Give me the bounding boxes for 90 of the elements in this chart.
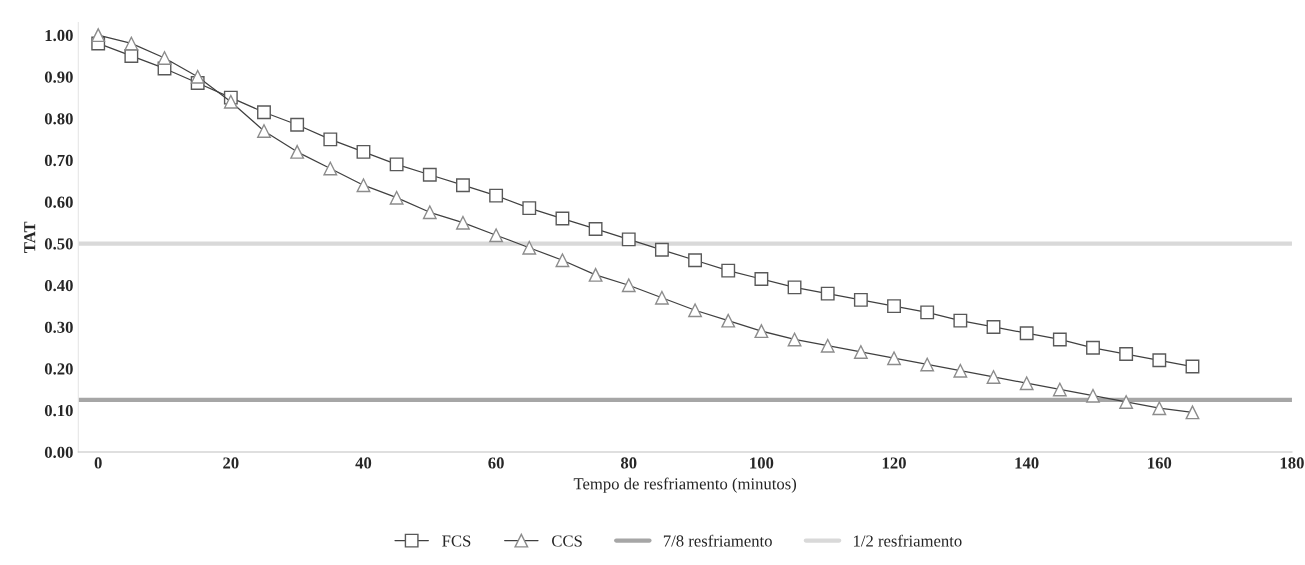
y-tick-label: 0.60 bbox=[44, 196, 73, 208]
point bbox=[654, 242, 669, 257]
point bbox=[887, 299, 901, 314]
x-axis-title: Tempo de resfriamento (minutos) bbox=[573, 477, 797, 493]
point bbox=[1119, 347, 1134, 361]
point bbox=[621, 278, 636, 293]
y-tick-label: 0.70 bbox=[44, 154, 73, 167]
point bbox=[787, 332, 802, 347]
point bbox=[422, 167, 437, 182]
point bbox=[190, 69, 205, 84]
point bbox=[820, 286, 835, 301]
y-tick-label: 0.10 bbox=[44, 405, 73, 417]
legend-label: CCS bbox=[552, 535, 582, 547]
x-tick-label: 20 bbox=[223, 457, 239, 469]
point bbox=[257, 105, 271, 120]
point bbox=[124, 36, 139, 51]
point bbox=[1086, 340, 1100, 355]
y-tick-label: 0.80 bbox=[44, 113, 73, 125]
point bbox=[654, 290, 669, 305]
point bbox=[489, 228, 504, 243]
point bbox=[323, 161, 338, 176]
point bbox=[522, 201, 537, 216]
point bbox=[588, 267, 603, 282]
point bbox=[721, 313, 736, 328]
y-axis-title: TAT bbox=[24, 221, 36, 253]
point bbox=[456, 215, 470, 230]
point bbox=[887, 351, 901, 366]
point bbox=[754, 324, 769, 339]
x-tick-label: 120 bbox=[882, 457, 906, 469]
legend-label: FCS bbox=[442, 535, 471, 547]
x-tick-label: 180 bbox=[1280, 457, 1304, 469]
point bbox=[522, 240, 537, 255]
point bbox=[820, 338, 835, 353]
point bbox=[157, 51, 172, 65]
legend-label: 1/2 resfriamento bbox=[853, 534, 962, 547]
point bbox=[621, 232, 636, 247]
point bbox=[986, 319, 1001, 334]
point bbox=[953, 313, 968, 328]
point bbox=[1119, 395, 1134, 409]
point bbox=[1019, 326, 1034, 341]
point bbox=[290, 144, 305, 159]
point bbox=[754, 272, 769, 286]
y-tick-label: 0.90 bbox=[44, 71, 73, 83]
point bbox=[389, 190, 404, 205]
point bbox=[389, 157, 404, 172]
point bbox=[953, 363, 968, 378]
point bbox=[356, 178, 371, 193]
x-tick-label: 100 bbox=[750, 457, 774, 469]
point bbox=[787, 280, 802, 295]
point bbox=[1052, 332, 1067, 347]
point bbox=[91, 28, 106, 43]
point bbox=[290, 117, 305, 132]
point bbox=[1185, 405, 1200, 420]
point bbox=[356, 144, 371, 159]
point bbox=[323, 132, 338, 147]
point bbox=[555, 253, 570, 268]
point bbox=[422, 205, 437, 220]
legend-label: 7/8 resfriamento bbox=[663, 534, 772, 547]
y-tick-label: 0.40 bbox=[44, 279, 73, 292]
point bbox=[853, 292, 868, 307]
point bbox=[257, 124, 271, 138]
x-tick-label: 140 bbox=[1015, 457, 1039, 469]
x-tick-label: 40 bbox=[355, 457, 372, 469]
x-tick-label: 160 bbox=[1148, 457, 1172, 469]
y-tick-label: 0.30 bbox=[44, 321, 73, 333]
y-tick-label: 1.00 bbox=[45, 29, 73, 42]
point bbox=[721, 263, 736, 278]
point bbox=[1019, 376, 1034, 391]
point bbox=[124, 49, 139, 63]
x-tick-label: 80 bbox=[620, 457, 637, 469]
point bbox=[920, 357, 935, 372]
point bbox=[555, 211, 570, 226]
point bbox=[1052, 382, 1067, 397]
point bbox=[456, 178, 470, 193]
point bbox=[1152, 401, 1167, 416]
y-tick-label: 0.00 bbox=[44, 446, 73, 459]
point bbox=[853, 345, 868, 359]
y-tick-label: 0.50 bbox=[44, 238, 73, 250]
point bbox=[1152, 353, 1167, 368]
point bbox=[920, 305, 935, 320]
y-tick-label: 0.20 bbox=[44, 363, 73, 375]
point bbox=[688, 303, 703, 318]
point bbox=[688, 253, 703, 268]
point bbox=[588, 222, 603, 236]
x-tick-label: 0 bbox=[94, 457, 102, 469]
point bbox=[223, 94, 238, 109]
point bbox=[1086, 388, 1100, 403]
x-tick-label: 60 bbox=[488, 457, 504, 469]
point bbox=[489, 188, 504, 203]
point bbox=[986, 370, 1001, 384]
